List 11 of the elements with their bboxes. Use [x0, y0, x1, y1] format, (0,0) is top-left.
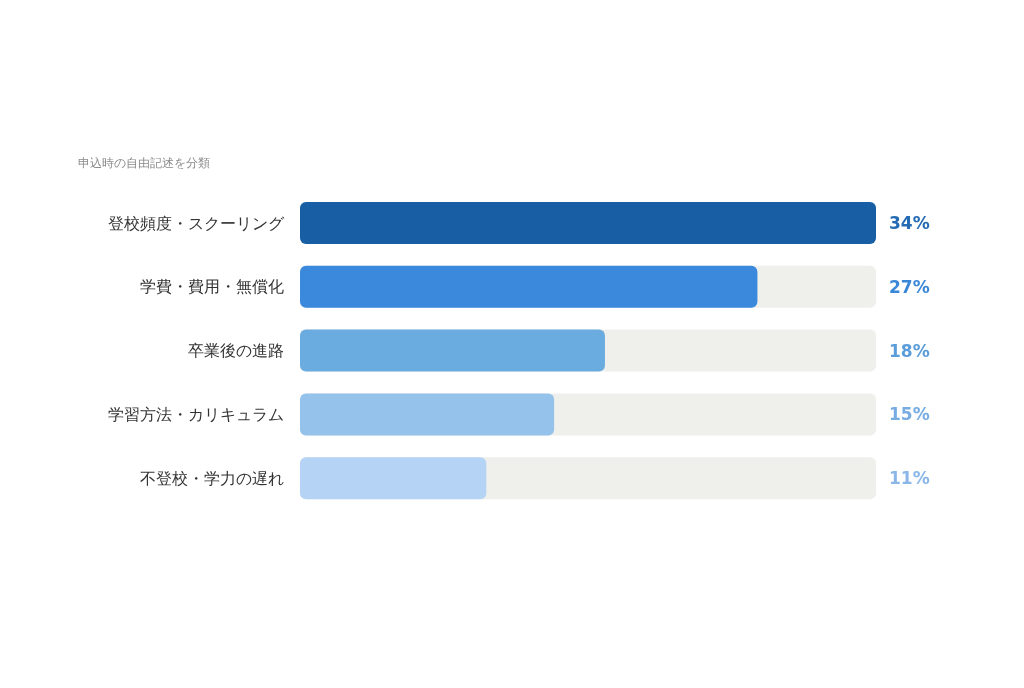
data-label: 34%	[889, 212, 930, 233]
y-tick-label: 学習方法・カリキュラム	[108, 404, 284, 424]
data-label: 18%	[889, 340, 930, 361]
y-tick-label: 不登校・学力の遅れ	[140, 468, 284, 488]
data-label: 27%	[889, 276, 930, 297]
y-tick-label: 登校頻度・スクーリング	[108, 213, 285, 233]
y-tick-label: 学費・費用・無償化	[140, 277, 284, 297]
y-tick-label: 卒業後の進路	[188, 341, 284, 361]
text: 申込時の自由記述を分類	[78, 155, 210, 172]
data-label: 15%	[889, 404, 930, 425]
data-label: 11%	[889, 468, 930, 489]
